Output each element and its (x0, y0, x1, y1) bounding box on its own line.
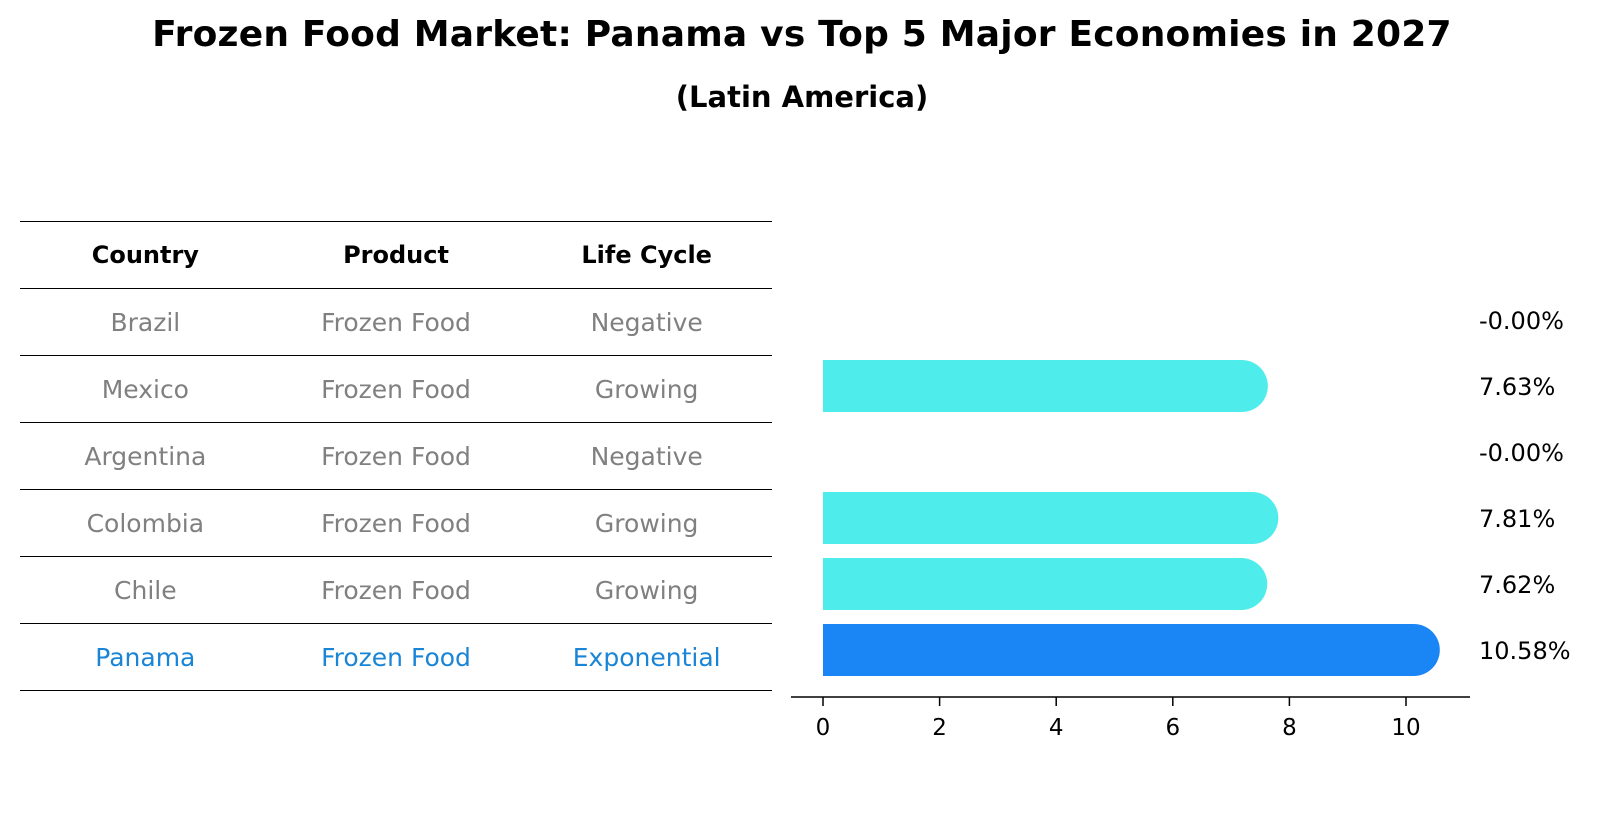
cell-life-cycle: Negative (590, 307, 703, 337)
cell-product: Frozen Food (321, 642, 471, 672)
cell-country: Panama (95, 642, 196, 672)
value-label: 10.58% (1479, 637, 1571, 665)
cell-product: Frozen Food (321, 374, 471, 404)
x-tick-label: 4 (1049, 715, 1064, 741)
cell-life-cycle: Negative (590, 441, 703, 471)
x-tick-label: 2 (932, 715, 947, 741)
cell-country: Colombia (86, 508, 205, 538)
table-header-row: Country Product Life Cycle (20, 221, 772, 288)
cell-country: Brazil (110, 307, 181, 337)
x-tick-label: 10 (1391, 715, 1420, 741)
header-product: Product (343, 241, 449, 269)
chart-subtitle: (Latin America) (675, 80, 929, 114)
value-label: 7.81% (1479, 505, 1555, 533)
cell-country: Argentina (84, 441, 207, 471)
table-row: Chile Frozen Food Growing (20, 556, 772, 623)
bar-panama (823, 624, 1440, 676)
table-row-highlight: Panama Frozen Food Exponential (20, 623, 772, 691)
cell-product: Frozen Food (321, 307, 471, 337)
table-row: Colombia Frozen Food Growing (20, 489, 772, 556)
x-tick-label: 8 (1282, 715, 1297, 741)
cell-product: Frozen Food (321, 508, 471, 538)
table-row: Argentina Frozen Food Negative (20, 422, 772, 489)
table-row: Brazil Frozen Food Negative (20, 288, 772, 355)
x-tick-label: 6 (1165, 715, 1180, 741)
cell-life-cycle: Growing (594, 374, 699, 404)
table-row: Mexico Frozen Food Growing (20, 355, 772, 422)
cell-country: Mexico (101, 374, 189, 404)
bar-colombia (823, 492, 1279, 544)
bar-chile (823, 558, 1268, 610)
cell-life-cycle: Growing (594, 508, 699, 538)
value-label: -0.00% (1479, 307, 1564, 335)
cell-country: Chile (114, 575, 177, 605)
chart-title: Frozen Food Market: Panama vs Top 5 Majo… (152, 14, 1452, 55)
data-table: Country Product Life Cycle Brazil Frozen… (20, 221, 772, 691)
bar-mexico (823, 360, 1268, 412)
header-country: Country (91, 241, 199, 269)
cell-product: Frozen Food (321, 441, 471, 471)
header-life-cycle: Life Cycle (581, 241, 712, 269)
value-label: 7.62% (1479, 571, 1555, 599)
cell-life-cycle: Exponential (572, 642, 721, 672)
value-label: -0.00% (1479, 439, 1564, 467)
cell-life-cycle: Growing (594, 575, 699, 605)
x-tick-label: 0 (816, 715, 831, 741)
value-label: 7.63% (1479, 373, 1555, 401)
cell-product: Frozen Food (321, 575, 471, 605)
